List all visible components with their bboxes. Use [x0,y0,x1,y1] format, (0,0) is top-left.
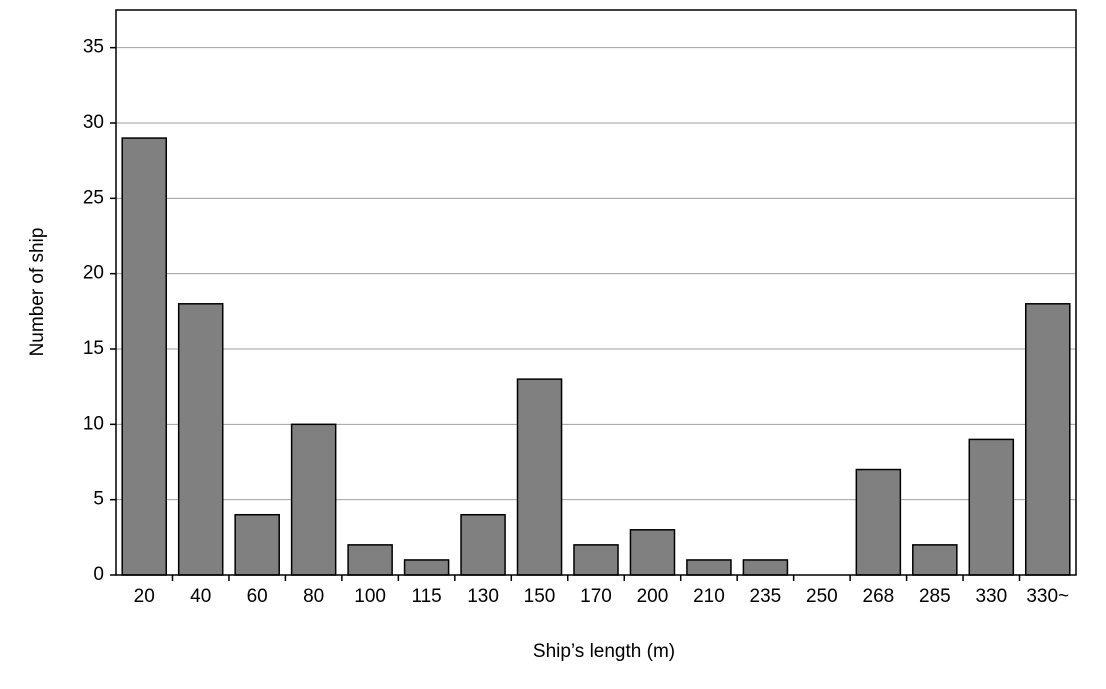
y-tick-label: 5 [93,489,104,510]
bar [121,137,168,576]
bar [855,468,902,576]
x-tick-label: 268 [863,586,895,607]
y-tick-label: 20 [83,263,104,284]
bar [516,378,563,576]
bar [290,423,337,576]
x-tick-label: 80 [303,586,324,607]
x-tick-label: 115 [411,586,441,607]
bar [177,303,224,576]
x-tick-label: 60 [247,586,268,607]
x-tick-label: 170 [580,586,612,607]
x-tick-label: 210 [693,586,725,607]
bar [1024,303,1071,576]
bar [573,544,619,576]
y-tick-label: 15 [83,338,104,359]
x-tick-label: 200 [637,586,669,607]
plot-frame [115,9,1077,576]
x-tick-label: 150 [524,586,556,607]
x-tick-label: 285 [919,586,951,607]
bar [742,559,789,576]
bar [460,513,506,576]
x-axis-title: Ship’s length (m) [533,641,675,662]
x-tick-label: 130 [467,586,499,607]
y-tick-label: 30 [83,112,104,133]
y-tick-label: 0 [93,564,104,585]
x-tick-label: 250 [806,586,838,607]
x-tick-label: 330~ [1026,586,1069,607]
y-axis-title: Number of ship [27,228,48,357]
bar [686,559,732,576]
bar [403,559,450,576]
x-tick-label: 40 [190,586,211,607]
y-tick-label: 35 [83,37,104,58]
bar [629,529,676,576]
x-tick-label: 330 [975,586,1007,607]
x-tick-label: 20 [134,586,155,607]
bar [968,438,1015,576]
y-tick-label: 25 [83,187,104,208]
bar [234,513,280,576]
x-tick-label: 100 [354,586,386,607]
y-tick-label: 10 [83,413,104,434]
bar [347,544,393,576]
x-tick-label: 235 [750,586,782,607]
bar [912,544,958,576]
